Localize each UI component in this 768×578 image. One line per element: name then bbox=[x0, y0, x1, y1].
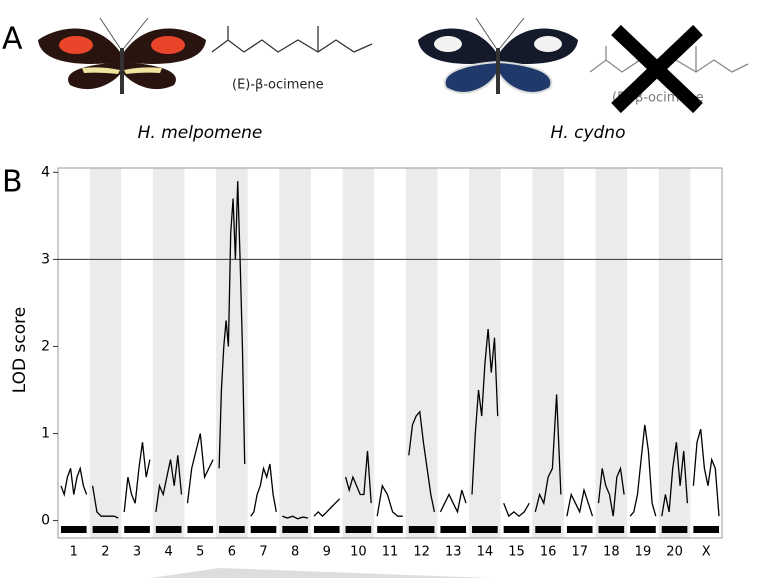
lod-curve bbox=[344, 450, 372, 504]
x-tick-label: X bbox=[702, 545, 711, 560]
lod-curve bbox=[439, 489, 467, 514]
chromosome-bar bbox=[693, 526, 719, 533]
chromosome-bar bbox=[219, 526, 245, 533]
chromosome-bar bbox=[155, 526, 182, 533]
chromosome-band bbox=[279, 168, 311, 538]
chromosome-bar bbox=[282, 526, 308, 533]
species-label: H. melpomene bbox=[138, 123, 263, 143]
chromosome-bar bbox=[661, 526, 688, 533]
y-tick-label: 0 bbox=[41, 513, 50, 529]
chromosome-bar bbox=[630, 526, 656, 533]
x-tick-label: 3 bbox=[133, 545, 141, 560]
y-tick-label: 3 bbox=[41, 251, 50, 267]
lod-curve bbox=[218, 181, 246, 469]
y-axis-label: LOD score bbox=[10, 307, 30, 393]
x-tick-label: 10 bbox=[350, 545, 367, 560]
lod-curve bbox=[597, 465, 625, 517]
x-tick-label: 8 bbox=[291, 545, 299, 560]
x-tick-label: 2 bbox=[101, 545, 109, 560]
chromosome-bar bbox=[598, 526, 625, 533]
lod-curve bbox=[661, 442, 689, 517]
x-tick-label: 15 bbox=[508, 545, 525, 560]
chromosome-bar bbox=[187, 526, 214, 533]
species-label: H. cydno bbox=[551, 123, 626, 143]
x-tick-label: 7 bbox=[259, 545, 267, 560]
chromosome-bar bbox=[377, 526, 403, 533]
cross-mark bbox=[611, 24, 703, 114]
x-tick-label: 13 bbox=[445, 545, 462, 560]
molecule-structure bbox=[211, 26, 373, 53]
x-tick-label: 19 bbox=[635, 545, 652, 560]
lod-curve bbox=[250, 463, 277, 517]
lod-curve bbox=[60, 465, 88, 497]
lod-curve bbox=[313, 498, 341, 518]
x-tick-label: 4 bbox=[165, 545, 173, 560]
chromosome-band bbox=[405, 168, 438, 538]
x-tick-label: 12 bbox=[413, 545, 430, 560]
chromosome-bar bbox=[61, 526, 87, 533]
lod-curve bbox=[503, 502, 530, 518]
chromosome-band bbox=[469, 168, 501, 538]
x-tick-label: 11 bbox=[382, 545, 399, 560]
y-tick-label: 1 bbox=[41, 426, 50, 442]
plot-frame bbox=[57, 167, 723, 539]
y-tick-label: 2 bbox=[41, 338, 50, 354]
x-tick-label: 6 bbox=[228, 545, 236, 560]
chromosome-bar bbox=[472, 526, 498, 533]
chromosome-bar bbox=[345, 526, 372, 533]
lod-curve bbox=[282, 515, 309, 520]
x-tick-label: 16 bbox=[540, 545, 557, 560]
chromosome-bar bbox=[124, 526, 150, 533]
x-tick-label: 17 bbox=[571, 545, 588, 560]
lod-curve bbox=[566, 487, 594, 517]
compound-label: (E)-β-ocimene bbox=[232, 78, 324, 93]
x-tick-label: 20 bbox=[666, 545, 683, 560]
lod-curve bbox=[155, 455, 183, 512]
lod-curve bbox=[471, 329, 499, 495]
lod-curve bbox=[91, 485, 119, 519]
chromosome-bar bbox=[440, 526, 467, 533]
x-tick-label: 18 bbox=[603, 545, 620, 560]
lod-curve bbox=[123, 442, 151, 512]
chromosome-bar bbox=[566, 526, 593, 533]
chromosome-bar bbox=[408, 526, 435, 533]
lod-curve bbox=[408, 410, 436, 513]
panel-label: A bbox=[2, 22, 23, 57]
chromosome-bar bbox=[503, 526, 530, 533]
lod-curve bbox=[692, 429, 720, 517]
chromosome-band bbox=[89, 168, 122, 538]
y-tick-label: 4 bbox=[41, 164, 50, 180]
chromosome-bar bbox=[313, 526, 340, 533]
chromosome-bar bbox=[250, 526, 277, 533]
chromosome-bar bbox=[92, 526, 119, 533]
panel-label: B bbox=[2, 165, 23, 200]
lod-curve bbox=[186, 433, 214, 504]
butterfly-cydno bbox=[418, 17, 578, 94]
butterfly-melpomene bbox=[38, 17, 206, 94]
x-tick-label: 9 bbox=[323, 545, 331, 560]
x-tick-label: 14 bbox=[477, 545, 494, 560]
lod-curve bbox=[629, 424, 657, 517]
x-tick-label: 1 bbox=[70, 545, 78, 560]
chromosome-bar bbox=[535, 526, 561, 533]
x-tick-label: 5 bbox=[196, 545, 204, 560]
chromosome-band bbox=[532, 168, 564, 538]
lod-curve bbox=[534, 394, 562, 513]
zoom-wedge bbox=[150, 568, 490, 578]
lod-curve bbox=[376, 483, 403, 517]
